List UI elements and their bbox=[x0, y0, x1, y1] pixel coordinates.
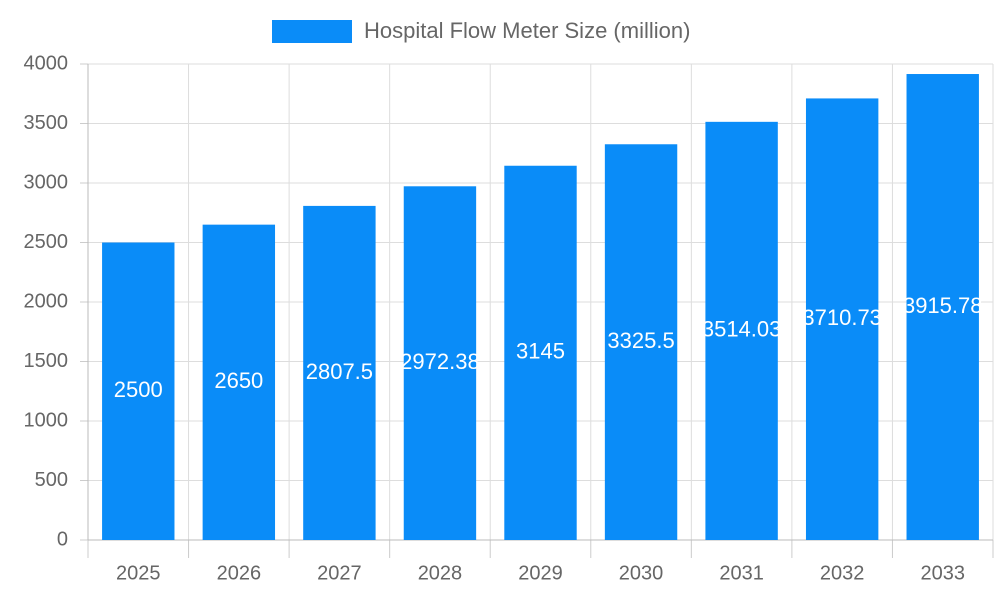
x-tick-label: 2032 bbox=[820, 562, 865, 584]
value-label: 3514.03 bbox=[702, 317, 782, 342]
value-label: 3710.73 bbox=[802, 305, 882, 330]
y-tick-label: 4000 bbox=[24, 52, 69, 74]
bar bbox=[102, 242, 175, 540]
y-tick-label: 1000 bbox=[24, 409, 69, 431]
bar bbox=[705, 121, 778, 540]
y-tick-label: 0 bbox=[57, 528, 68, 550]
value-label: 3325.5 bbox=[607, 328, 674, 353]
bar bbox=[906, 74, 979, 540]
y-tick-label: 2500 bbox=[24, 231, 69, 253]
legend-label: Hospital Flow Meter Size (million) bbox=[364, 18, 690, 43]
value-label: 2807.5 bbox=[306, 359, 373, 384]
legend-swatch bbox=[272, 20, 352, 43]
bar bbox=[303, 205, 376, 540]
value-label: 2500 bbox=[114, 377, 163, 402]
x-tick-label: 2033 bbox=[920, 562, 965, 584]
bar bbox=[604, 144, 678, 540]
value-label: 3145 bbox=[516, 339, 565, 364]
bar bbox=[805, 98, 879, 540]
x-tick-label: 2028 bbox=[418, 562, 463, 584]
bar bbox=[202, 224, 276, 540]
y-tick-label: 2000 bbox=[24, 290, 69, 312]
y-tick-label: 3000 bbox=[24, 171, 69, 193]
x-tick-label: 2025 bbox=[116, 562, 161, 584]
y-tick-label: 3500 bbox=[24, 112, 69, 134]
value-label: 2650 bbox=[214, 368, 263, 393]
bar bbox=[403, 186, 477, 540]
value-label: 2972.38 bbox=[400, 349, 480, 374]
value-label: 3915.78 bbox=[903, 293, 983, 318]
y-tick-label: 500 bbox=[35, 469, 68, 491]
x-tick-label: 2031 bbox=[719, 562, 764, 584]
x-tick-label: 2027 bbox=[317, 562, 362, 584]
x-tick-label: 2030 bbox=[619, 562, 664, 584]
y-tick-label: 1500 bbox=[24, 350, 69, 372]
bar bbox=[504, 165, 577, 540]
x-tick-label: 2029 bbox=[518, 562, 563, 584]
x-tick-label: 2026 bbox=[217, 562, 262, 584]
